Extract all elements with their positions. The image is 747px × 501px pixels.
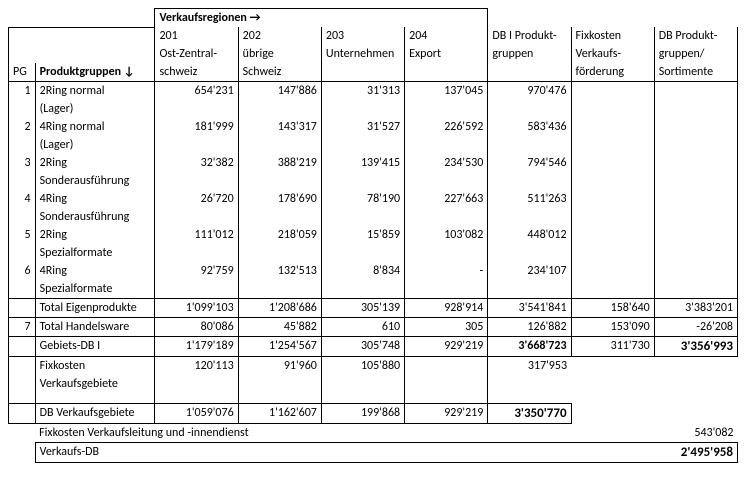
fixkosten-vg-row: Fixkosten 120'113 91'960 105'880 317'953	[9, 357, 738, 376]
col-code-204: 204	[405, 27, 488, 45]
table-row: 64Ring92'759132'5138'834-234'107	[9, 262, 738, 280]
table-row: 12Ring normal654'231147'88631'313137'045…	[9, 82, 738, 101]
table-row: 24Ring normal181'999143'31731'527226'592…	[9, 118, 738, 136]
table-row: 32Ring32'382388'219139'415234'530794'546	[9, 154, 738, 172]
verkaufs-db-row: Verkaufs-DB 2'495'958	[9, 443, 738, 463]
regions-label: Verkaufsregionen →	[155, 9, 488, 28]
gebiets-db-row: Gebiets-DB I 1'179'189 1'254'567 305'748…	[9, 337, 738, 357]
sales-region-table: Verkaufsregionen → 201 202 203 204 DB I …	[8, 8, 738, 463]
sumcol-0-l1: DB I Produkt-	[488, 27, 571, 45]
col-code-201: 201	[155, 27, 238, 45]
table-row: 44Ring26'720178'69078'190227'663511'263	[9, 190, 738, 208]
total-handelsware-row: 7 Total Handelsware 80'086 45'882 610 30…	[9, 318, 738, 337]
total-eigenprodukte-row: Total Eigenprodukte 1'099'103 1'208'686 …	[9, 299, 738, 318]
pg-header: PG	[9, 63, 36, 82]
fixkosten-vl-row: Fixkosten Verkaufsleitung und -innendien…	[9, 424, 738, 443]
table-row: 52Ring111'012218'05915'859103'082448'012	[9, 226, 738, 244]
col-code-202: 202	[238, 27, 321, 45]
sumcol-1-l1: Fixkosten	[571, 27, 654, 45]
db-verkaufsgebiete-row: DB Verkaufsgebiete 1'059'076 1'162'607 1…	[9, 404, 738, 424]
col-code-203: 203	[321, 27, 404, 45]
sumcol-2-l1: DB Produkt-	[654, 27, 737, 45]
groups-header: Produktgruppen ↓	[35, 63, 155, 82]
